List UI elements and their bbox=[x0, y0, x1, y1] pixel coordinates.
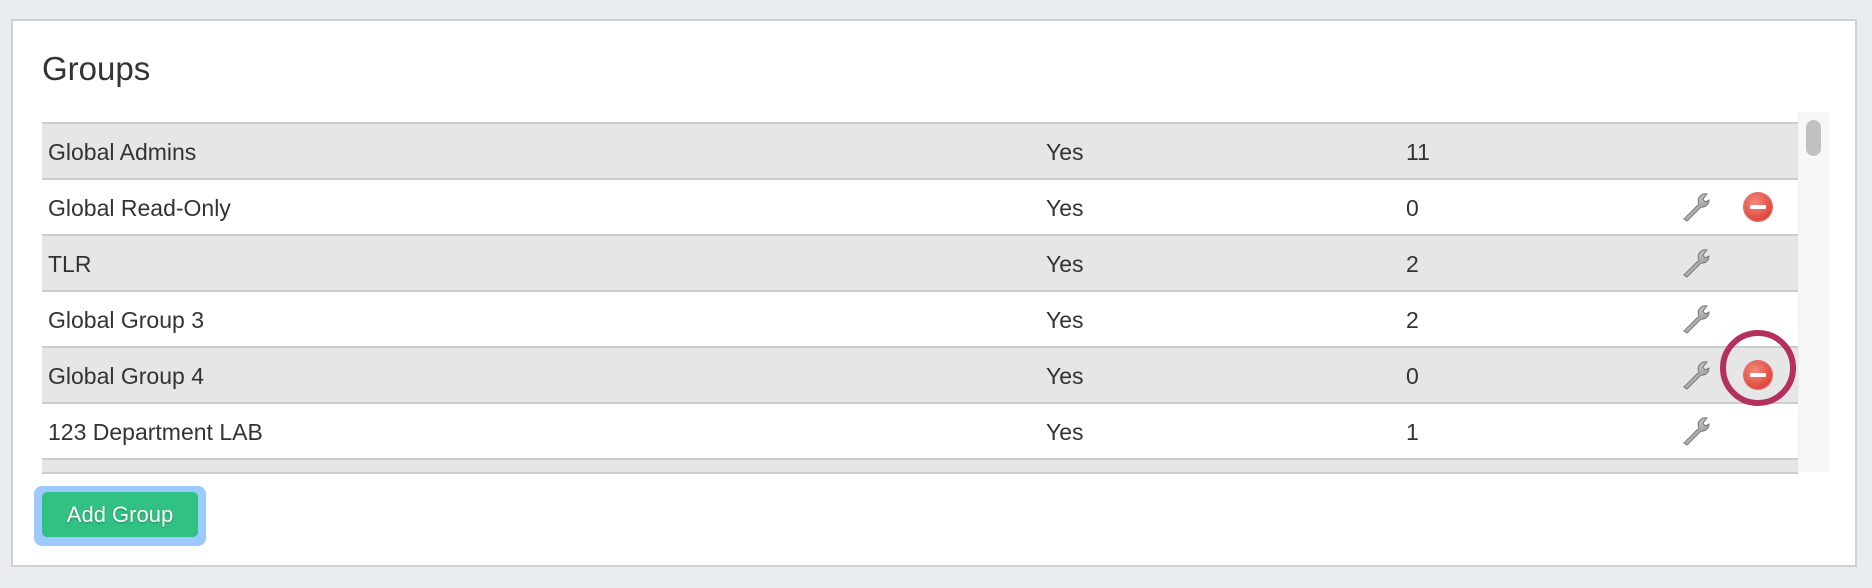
wrench-icon[interactable] bbox=[1680, 246, 1714, 280]
group-global: Yes bbox=[1046, 307, 1084, 333]
groups-table: Global Admins Yes 11 Global Read-Only Yes… bbox=[42, 122, 1798, 474]
group-name: Global Admins bbox=[48, 139, 197, 165]
group-global: Yes bbox=[1046, 251, 1084, 277]
remove-icon[interactable] bbox=[1744, 473, 1772, 474]
add-group-focus-ring: Add Group bbox=[34, 486, 206, 546]
group-member-count: 2 bbox=[1406, 307, 1419, 333]
group-name: 123 Department LAB bbox=[48, 419, 263, 445]
group-name: TLR bbox=[48, 251, 92, 277]
group-global: Yes bbox=[1046, 419, 1084, 445]
table-row: Global Admins Yes 11 bbox=[42, 122, 1798, 178]
group-name: Global Read-Only bbox=[48, 195, 231, 221]
scrollbar[interactable] bbox=[1798, 112, 1829, 472]
groups-panel bbox=[11, 19, 1857, 567]
group-member-count: 0 bbox=[1406, 195, 1419, 221]
remove-icon[interactable] bbox=[1744, 193, 1772, 221]
page-title: Groups bbox=[42, 50, 151, 87]
group-member-count: 0 bbox=[1406, 363, 1419, 389]
wrench-icon[interactable] bbox=[1680, 190, 1714, 224]
table-row: TLR Yes 2 bbox=[42, 234, 1798, 290]
table-row bbox=[42, 458, 1798, 474]
table-row: Global Group 3 Yes 2 bbox=[42, 290, 1798, 346]
wrench-icon[interactable] bbox=[1680, 358, 1714, 392]
scrollbar-thumb[interactable] bbox=[1806, 120, 1821, 156]
wrench-icon[interactable] bbox=[1680, 414, 1714, 448]
highlight-ring bbox=[1720, 330, 1796, 406]
group-global: Yes bbox=[1046, 363, 1084, 389]
table-row: 123 Department LAB Yes 1 bbox=[42, 402, 1798, 458]
group-name: Global Group 4 bbox=[48, 363, 204, 389]
group-global: Yes bbox=[1046, 139, 1084, 165]
group-member-count: 11 bbox=[1406, 139, 1430, 165]
group-member-count: 2 bbox=[1406, 251, 1419, 277]
table-row: Global Group 4 Yes 0 bbox=[42, 346, 1798, 402]
wrench-icon[interactable] bbox=[1680, 302, 1714, 336]
group-name: Global Group 3 bbox=[48, 307, 204, 333]
add-group-button[interactable]: Add Group bbox=[42, 492, 198, 537]
group-global: Yes bbox=[1046, 195, 1084, 221]
table-row: Global Read-Only Yes 0 bbox=[42, 178, 1798, 234]
wrench-icon[interactable] bbox=[1680, 470, 1714, 472]
group-member-count: 1 bbox=[1406, 419, 1419, 445]
